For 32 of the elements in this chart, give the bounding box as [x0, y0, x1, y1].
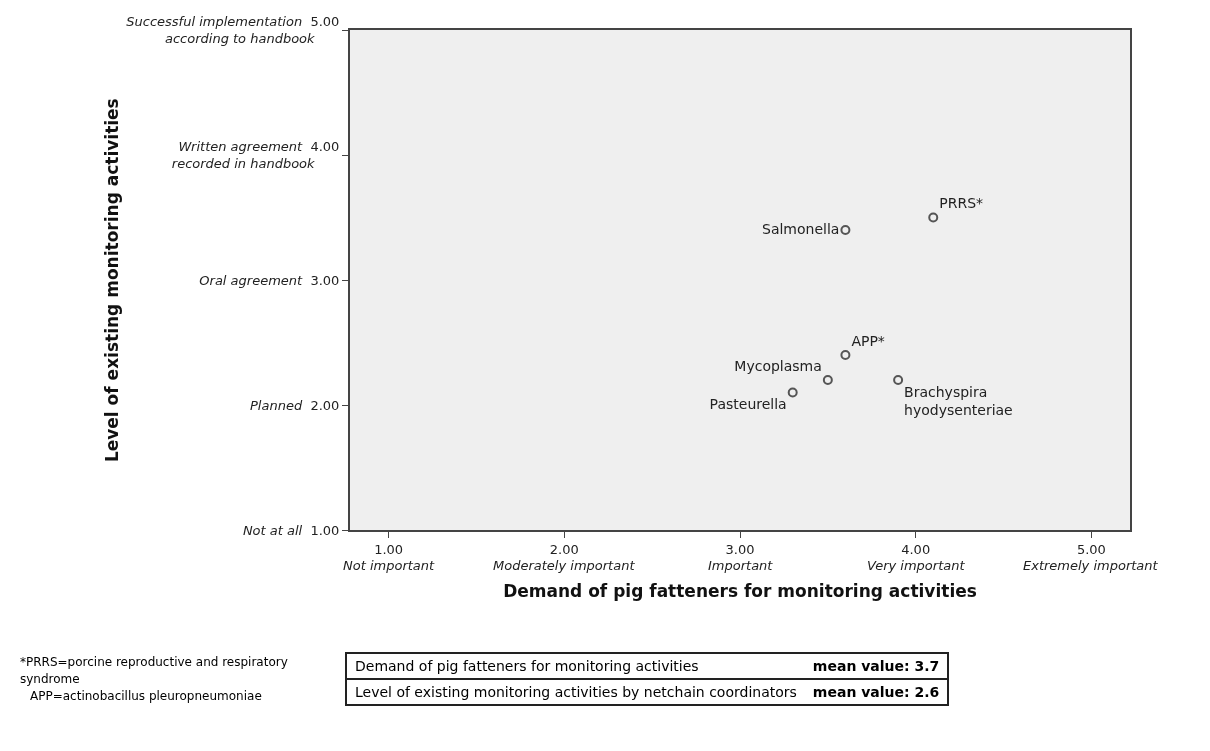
text: Moderately important	[493, 558, 636, 573]
x-tick-label: 4.00	[901, 541, 931, 557]
data-label: Brachyspira hyodysenteriae	[904, 383, 1013, 418]
text: Oral agreement	[199, 272, 304, 288]
text: mean value: 3.7	[804, 653, 949, 679]
y-tick-label: 3.00	[310, 272, 340, 288]
text: *PRRS=porcine reproductive and respiratory syndrome	[20, 654, 289, 688]
data-label: Mycoplasma	[734, 357, 822, 374]
x-tick-label: 2.00	[549, 541, 579, 557]
x-tick-label: 3.00	[725, 541, 755, 557]
text: Very important	[867, 558, 966, 573]
text: Important	[708, 558, 774, 573]
x-tick-label: 1.00	[374, 541, 404, 557]
x-tick-label: 5.00	[1076, 541, 1106, 557]
text: Level of existing monitoring activities	[102, 98, 123, 463]
text: Not at all	[242, 522, 303, 538]
data-label: APP*	[851, 332, 885, 349]
text: Level of existing monitoring activities by netchain coordinators	[346, 679, 805, 705]
data-label: Pasteurella	[709, 396, 787, 412]
text: APP=actinobacillus pleuropneumoniae	[29, 688, 263, 705]
x-axis-title: Demand of pig fatteners for monitoring activities	[503, 581, 977, 602]
data-label: PRRS*	[939, 195, 984, 211]
text: Planned	[250, 397, 303, 413]
y-tick-label: 1.00	[310, 522, 340, 538]
y-tick-label: 5.00	[310, 14, 340, 30]
text: Demand of pig fatteners for monitoring activities	[346, 653, 805, 679]
text: Not important	[343, 558, 436, 573]
y-tick-label: 4.00	[310, 139, 340, 155]
text: mean value: 2.6	[804, 679, 949, 705]
text: Extremely important	[1023, 558, 1159, 573]
y-tick-label: 2.00	[310, 397, 340, 413]
data-label: Salmonella	[762, 220, 840, 237]
